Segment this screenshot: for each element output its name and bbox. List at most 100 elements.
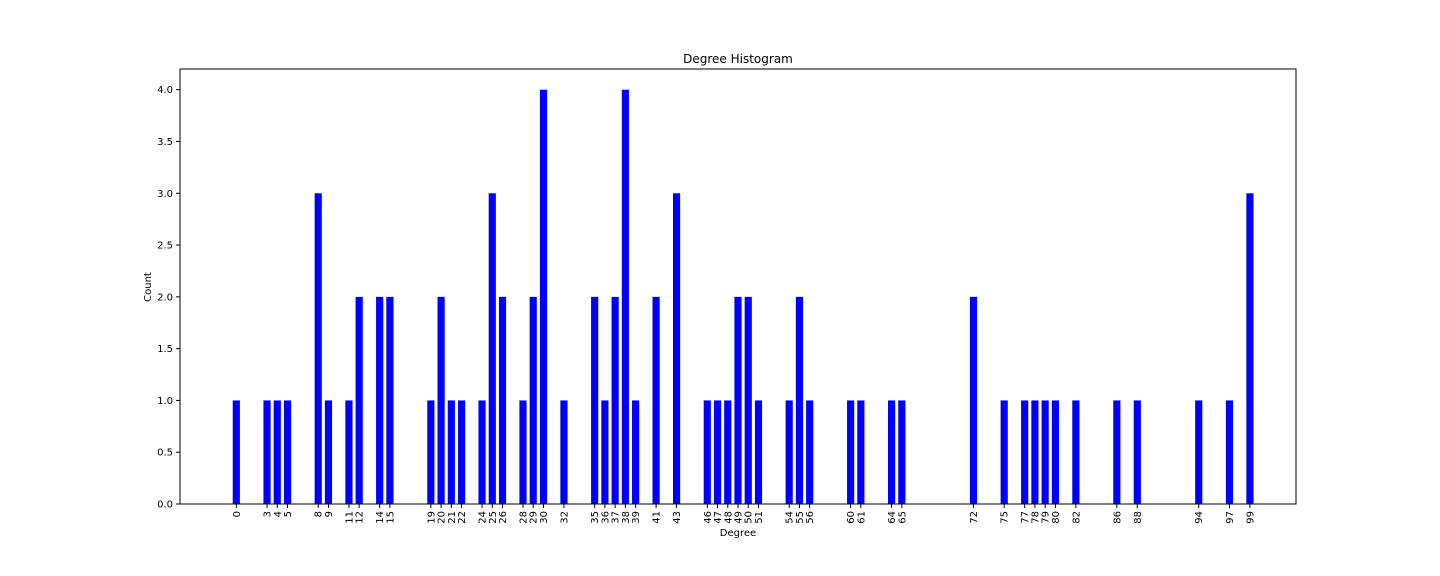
y-tick-label: 0.0: [157, 500, 173, 511]
bar-degree-65: [898, 400, 906, 504]
bar-degree-99: [1246, 193, 1254, 505]
bars-group: [232, 89, 1254, 505]
x-tick-label: 65: [897, 511, 908, 524]
bar-degree-26: [498, 296, 507, 504]
x-tick-label: 75: [1000, 511, 1011, 524]
bar-degree-22: [457, 400, 466, 504]
bar-degree-43: [672, 193, 681, 505]
x-tick-label: 36: [600, 511, 611, 524]
bar-degree-49: [734, 296, 742, 504]
bar-degree-47: [713, 400, 722, 504]
bar-degree-77: [1021, 400, 1029, 504]
bar-degree-20: [437, 296, 445, 504]
bar-degree-38: [621, 89, 629, 504]
plot-frame: [179, 68, 1297, 505]
x-tick-label: 0: [232, 511, 243, 517]
bar-degree-19: [427, 400, 435, 504]
x-tick-label: 78: [1030, 511, 1041, 524]
x-tick-label: 5: [283, 511, 294, 517]
x-tick-label: 8: [314, 511, 325, 517]
x-tick-label: 99: [1245, 511, 1256, 524]
x-tick-label: 41: [652, 511, 663, 524]
bar-degree-97: [1225, 400, 1234, 504]
x-tick-label: 29: [529, 511, 540, 524]
x-tick-label: 28: [518, 511, 529, 524]
y-tick-label: 2.0: [157, 292, 173, 303]
y-tick-label: 1.5: [157, 344, 173, 355]
x-tick-label: 94: [1194, 511, 1205, 524]
bar-degree-5: [283, 400, 292, 504]
x-tick-label: 47: [713, 511, 724, 524]
x-axis-title: Degree: [720, 528, 756, 539]
x-tick-label: 49: [734, 511, 745, 524]
x-tick-label: 38: [621, 511, 632, 524]
bar-degree-29: [529, 296, 537, 504]
y-tick-label: 1.0: [157, 396, 173, 407]
y-tick-label: 2.5: [157, 241, 173, 252]
bar-degree-28: [519, 400, 527, 504]
x-tick-label: 39: [631, 511, 642, 524]
x-tick-label: 80: [1051, 511, 1062, 524]
y-axis-title: Count: [143, 272, 154, 302]
x-tick-label: 86: [1112, 511, 1123, 524]
x-tick-label: 11: [344, 511, 355, 524]
bar-degree-86: [1113, 400, 1121, 504]
bar-degree-37: [611, 296, 619, 504]
x-tick-label: 43: [672, 511, 683, 524]
bar-degree-14: [376, 296, 384, 504]
x-tick-label: 64: [887, 511, 898, 524]
x-axis-ticks: 0 3 4 5 8 9 11 12 14 15 19 20 21 22 24 25 26 28 29 30 32 35 36…: [232, 504, 1256, 524]
x-tick-label: 9: [324, 511, 335, 517]
x-tick-label: 50: [744, 511, 755, 524]
bar-degree-79: [1041, 400, 1049, 504]
bar-degree-72: [969, 296, 978, 504]
x-tick-label: 12: [355, 511, 366, 524]
bar-degree-11: [345, 400, 353, 504]
x-tick-label: 25: [488, 511, 499, 524]
bar-degree-30: [539, 89, 548, 504]
x-tick-label: 54: [785, 511, 796, 524]
bar-degree-75: [1000, 400, 1008, 504]
x-tick-label: 61: [856, 511, 867, 524]
bar-degree-25: [488, 193, 496, 505]
bar-degree-41: [652, 296, 660, 504]
bar-degree-56: [806, 400, 814, 504]
x-tick-label: 97: [1225, 511, 1236, 524]
bar-degree-32: [560, 400, 568, 504]
bar-degree-0: [232, 400, 240, 504]
y-tick-label: 3.5: [157, 137, 173, 148]
bar-degree-82: [1072, 400, 1080, 504]
x-tick-label: 35: [590, 511, 601, 524]
x-tick-label: 21: [447, 511, 458, 524]
bar-degree-21: [447, 400, 455, 504]
bar-degree-64: [887, 400, 896, 504]
bar-degree-54: [785, 400, 793, 504]
bar-degree-9: [324, 400, 333, 504]
bar-degree-8: [314, 193, 322, 505]
x-tick-label: 20: [437, 511, 448, 524]
bar-degree-60: [847, 400, 855, 504]
bar-degree-3: [263, 400, 271, 504]
x-tick-label: 24: [478, 511, 489, 524]
bar-degree-78: [1031, 400, 1039, 504]
chart-title: Degree Histogram: [683, 52, 793, 66]
bar-degree-80: [1051, 400, 1059, 504]
y-tick-label: 3.0: [157, 189, 173, 200]
bar-degree-51: [754, 400, 763, 504]
bar-degree-24: [478, 400, 486, 504]
x-tick-label: 22: [457, 511, 468, 524]
bar-degree-4: [273, 400, 281, 504]
bar-degree-39: [632, 400, 640, 504]
bar-degree-55: [795, 296, 804, 504]
x-tick-label: 82: [1071, 511, 1082, 524]
x-tick-label: 77: [1020, 511, 1031, 524]
x-tick-label: 72: [969, 511, 980, 524]
x-tick-label: 32: [559, 511, 570, 524]
y-axis-ticks: 0.0 0.5 1.0 1.5 2.0 2.5 3.0 3.5 4.0: [157, 85, 180, 511]
x-tick-label: 3: [263, 511, 274, 517]
bar-degree-12: [355, 296, 363, 504]
x-tick-label: 51: [754, 511, 765, 524]
x-tick-label: 15: [385, 511, 396, 524]
bar-degree-61: [857, 400, 865, 504]
